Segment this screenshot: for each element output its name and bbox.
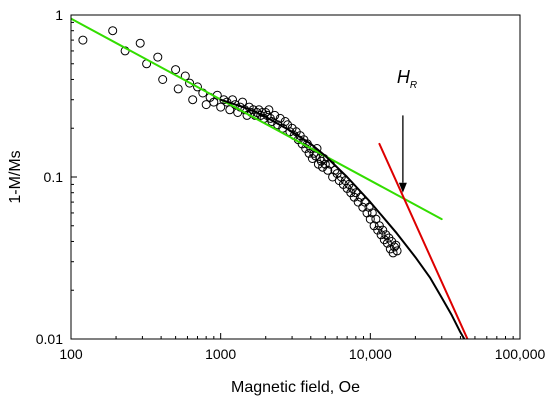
plot-content (71, 17, 469, 339)
data-point (193, 82, 202, 92)
data-point (365, 214, 375, 224)
hr-annotation-subscript: R (410, 80, 417, 91)
data-point (353, 197, 363, 207)
data-point (173, 84, 183, 94)
data-point (320, 159, 330, 169)
data-point (135, 38, 145, 48)
data-point (270, 110, 280, 120)
data-point (323, 165, 333, 175)
data-point (378, 225, 388, 235)
data-point (381, 230, 391, 240)
y-tick-label: 0.1 (44, 169, 64, 185)
x-axis-title: Magnetic field, Oe (231, 379, 360, 396)
data-point (153, 52, 163, 62)
x-tick-label: 100 (59, 346, 83, 362)
data-point (382, 238, 392, 248)
data-point (108, 26, 118, 36)
data-point (392, 246, 402, 256)
hr-annotation-label: H (397, 67, 411, 87)
y-axis: 0.01 0.1 1 (36, 7, 77, 347)
x-axis: 100 1000 10,000 100,000 (59, 333, 546, 362)
x-tick-label: 1000 (205, 346, 236, 362)
data-point (216, 102, 226, 112)
x-tick-label: 10,000 (349, 346, 392, 362)
series-3-line (378, 142, 469, 339)
data-point (188, 95, 198, 105)
data-point (318, 162, 328, 172)
data-point (391, 240, 401, 250)
y-tick-label: 0.01 (36, 331, 63, 347)
x-tick-label: 100,000 (495, 346, 546, 362)
data-point (201, 100, 211, 110)
y-axis-title: 1-M/Ms (7, 150, 24, 203)
data-point (78, 35, 88, 45)
data-point (158, 75, 168, 84)
series-2-line (219, 98, 466, 339)
plot-area-frame (70, 14, 521, 340)
data-point (171, 65, 181, 75)
data-point (225, 105, 235, 115)
data-point (185, 78, 195, 88)
y-tick-label: 1 (55, 7, 63, 23)
data-point (209, 97, 219, 107)
data-point (351, 188, 361, 198)
series-1-line (71, 17, 443, 221)
data-point (376, 230, 386, 240)
hr-arrow-head (398, 182, 407, 193)
data-point (264, 105, 274, 115)
data-point (275, 113, 285, 123)
data-point (304, 148, 314, 158)
data-point (373, 225, 383, 235)
data-point (346, 188, 356, 198)
